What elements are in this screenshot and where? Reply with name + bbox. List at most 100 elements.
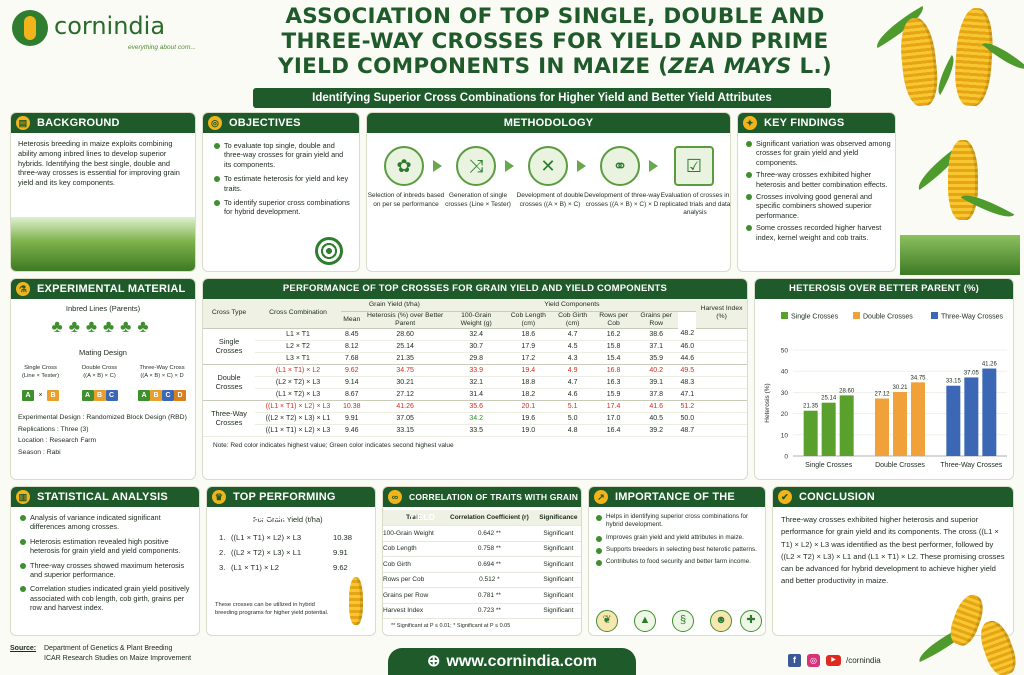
objective-item: To evaluate top single, double and three… — [213, 141, 351, 169]
top-cross-item: 1. ((L1 × T1) × L2) × L3 10.38 — [219, 533, 353, 542]
statistical-item: Three-way crosses showed maximum heteros… — [19, 561, 194, 580]
logo[interactable]: cornindia everything about corn... — [10, 6, 210, 56]
arrow-icon — [649, 160, 658, 172]
seedling-icon: ♣ — [120, 317, 138, 336]
facebook-icon[interactable]: f — [788, 654, 801, 667]
instagram-icon[interactable]: ◎ — [807, 654, 820, 667]
data-label: 37.05 — [964, 370, 980, 376]
table-row: Cob Girth 0.694 ** Significant — [383, 556, 581, 573]
table-row: Three-Way Crosses ((L1 × T1) × L2) × L3 10… — [203, 400, 747, 427]
seedling-icon: ✿ — [384, 146, 424, 186]
key-findings-header: ✦ KEY FINDINGS — [738, 113, 895, 133]
heterosis-chart-panel: HETEROSIS OVER BETTER PARENT (%) Single … — [754, 278, 1014, 480]
food-icon: ✚ — [740, 610, 762, 632]
target-icon: ◎ — [208, 116, 222, 130]
bar — [964, 377, 979, 456]
table-row: (L2 × T2) × L3 9.14 30.21 32.1 18.8 4.7 16.3 39… — [203, 376, 747, 388]
importance-item: Helps in identifying superior cross comb… — [595, 513, 761, 530]
legend-label: Double Crosses — [863, 314, 913, 321]
season-detail: Season : Rabi — [18, 448, 61, 456]
method-step-1: Selection of inbreds based on per se per… — [367, 192, 445, 208]
conclusion-header: ✔ CONCLUSION — [773, 487, 1013, 507]
seedling-icon: ♣ — [85, 317, 103, 336]
shuffle-icon: ⤨ — [456, 146, 496, 186]
legend-label: Three-Way Crosses — [941, 314, 1003, 321]
top-crosses-header: ♛ TOP PERFORMING CROSSES — [207, 487, 375, 523]
x-tick-label: Single Crosses — [805, 462, 853, 469]
growth-icon: ↗ — [594, 490, 608, 504]
statistical-item: Correlation studies indicated grain yiel… — [19, 584, 194, 612]
y-axis-label: Heterosis (%) — [764, 383, 771, 422]
mating-label: Mating Design — [79, 348, 127, 357]
key-findings-panel: ✦ KEY FINDINGS Significant variation was … — [737, 112, 896, 272]
trophy-icon: ♛ — [212, 490, 226, 504]
social-links: f ◎ ▶ /cornindia — [788, 654, 881, 667]
three-way-cross-label: Three-Way Cross ((A × B) × C) × D — [139, 365, 185, 379]
performance-header: PERFORMANCE OF TOP CROSSES FOR GRAIN YIE… — [203, 279, 747, 299]
inbred-label: Inbred Lines (Parents) — [65, 304, 141, 313]
top-crosses-panel: ♛TOP PERFORMING CROSSES For Grain Yield … — [206, 486, 376, 636]
chart-header: HETEROSIS OVER BETTER PARENT (%) — [755, 279, 1013, 299]
experimental-material-panel: ⚗ EXPERIMENTAL MATERIAL Inbred Lines (Par… — [10, 278, 196, 480]
seedling-icon: ♣ — [137, 317, 155, 336]
method-step-4: Development of three-way crosses ((A × B… — [584, 192, 660, 208]
table-note: Note: Red color indicates highest value;… — [213, 441, 454, 449]
finding-item: Significant variation was observed among… — [745, 139, 891, 167]
legend-swatch — [781, 312, 788, 319]
correlation-note: ** Significant at P ≤ 0.01; * Significan… — [391, 623, 511, 629]
location-detail: Location : Research Farm — [18, 437, 97, 445]
method-step-2: Generation of single crosses (Line × Tes… — [445, 192, 511, 208]
group-label: Three-Way Crosses — [211, 409, 247, 427]
background-text: Heterosis breeding in maize exploits com… — [18, 139, 180, 188]
design-detail: Experimental Design : Randomized Block D… — [18, 414, 187, 422]
bulb-icon: ✦ — [743, 116, 757, 130]
method-step-5: Evaluation of crosses in replicated tria… — [659, 192, 731, 216]
table-row: (L1 × T2) × L3 8.67 27.12 31.4 18.2 4.6 15.9 37… — [203, 388, 747, 400]
group-label: Double Crosses — [215, 373, 243, 391]
experimental-material-header: ⚗ EXPERIMENTAL MATERIAL — [11, 279, 195, 299]
data-label: 28.60 — [839, 388, 855, 394]
heterosis-bar-chart: Single Crosses Double Crosses Three-Way Cr… — [764, 312, 1007, 469]
seedling-icon: ♣ — [68, 317, 86, 336]
table-row: Double Crosses (L1 × T1) × L2 9.62 34.75 33.… — [203, 364, 747, 391]
cornfield-image — [11, 217, 195, 271]
background-panel: ▤ BACKGROUND Heterosis breeding in maize … — [10, 112, 196, 272]
replications-detail: Replications : Three (3) — [18, 425, 89, 433]
finding-item: Crosses involving good general and speci… — [745, 192, 891, 220]
data-label: 25.14 — [821, 396, 837, 402]
y-tick-label: 20 — [781, 411, 789, 418]
table-row: Grains per Row 0.781 ** Significant — [383, 587, 581, 604]
correlation-panel: ∞ CORRELATION OF TRAITS WITH GRAIN YIELD … — [382, 486, 582, 636]
cross-icon: ✕ — [528, 146, 568, 186]
corn-plant-icon — [349, 577, 363, 625]
statistical-item: Heterosis estimation revealed high posit… — [19, 537, 194, 556]
youtube-icon[interactable]: ▶ — [826, 655, 841, 666]
data-label: 27.12 — [874, 392, 890, 398]
top-cross-item: 2. ((L2 × T2) × L3) × L1 9.91 — [219, 548, 348, 557]
corn-illustration-top — [860, 0, 1024, 110]
importance-panel: ↗ IMPORTANCE OF THE STUDY Helps in identi… — [588, 486, 766, 636]
table-row: ((L2 × T2) × L3) × L1 9.91 37.05 34.2 19.6 5.… — [203, 412, 747, 424]
performance-table: Cross Type Cross Combination Grain Yield… — [203, 299, 747, 437]
top-crosses-label: For Grain Yield (t/ha) — [207, 507, 375, 524]
bar — [946, 385, 961, 456]
dna-icon: § — [672, 610, 694, 632]
clipboard-icon: ☑ — [674, 146, 714, 186]
bar — [803, 410, 818, 456]
network-icon: ⚭ — [600, 146, 640, 186]
correlation-table: TraitCorrelation Coefficient (r)Signific… — [383, 510, 581, 619]
seedling-icon: ♣ — [51, 317, 69, 336]
website-link[interactable]: ⊕ www.cornindia.com — [388, 648, 636, 675]
seedling-icon: ♣ — [103, 317, 121, 336]
table-row: Rows per Cob 0.512 * Significant — [383, 572, 581, 588]
y-tick-label: 40 — [781, 369, 789, 376]
title-line-1: ASSOCIATION OF TOP SINGLE, DOUBLE AND — [285, 4, 825, 29]
flask-icon: ⚗ — [16, 282, 30, 296]
y-tick-label: 10 — [781, 432, 789, 439]
statistical-header: ▥ STATISTICAL ANALYSIS — [11, 487, 199, 507]
corn-illustration-bottom — [914, 580, 1024, 675]
legend-label: Single Crosses — [791, 314, 839, 321]
page-title: ASSOCIATION OF TOP SINGLE, DOUBLE AND TH… — [210, 4, 900, 79]
data-label: 33.15 — [946, 379, 962, 385]
y-tick-label: 0 — [784, 454, 788, 461]
